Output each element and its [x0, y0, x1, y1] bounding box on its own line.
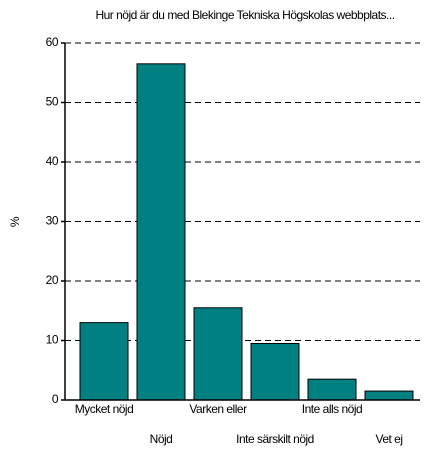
y-tick-label: 10 — [46, 333, 59, 347]
y-tick-label: 30 — [46, 214, 59, 228]
bar — [364, 390, 414, 401]
y-tick-label: 40 — [46, 154, 59, 168]
y-tick-label: 60 — [46, 35, 59, 49]
x-tick-label: Nöjd — [150, 432, 173, 446]
bar — [193, 307, 243, 401]
y-tick-label: 20 — [46, 273, 59, 287]
bar — [250, 342, 300, 401]
x-tick-label: Varken eller — [189, 402, 247, 416]
x-tick-label: Mycket nöjd — [75, 402, 134, 416]
bar — [307, 378, 357, 401]
x-tick-label: Inte särskilt nöjd — [236, 432, 314, 446]
x-tick-label: Inte alls nöjd — [302, 402, 362, 416]
x-tick-label: Vet ej — [375, 432, 402, 446]
bar — [136, 63, 186, 401]
chart-title: Hur nöjd är du med Blekinge Tekniska Hög… — [95, 8, 394, 22]
y-tick-label: 50 — [46, 95, 59, 109]
bar — [79, 322, 129, 401]
y-tick-label: 0 — [52, 392, 59, 406]
y-axis-label: % — [8, 216, 22, 227]
